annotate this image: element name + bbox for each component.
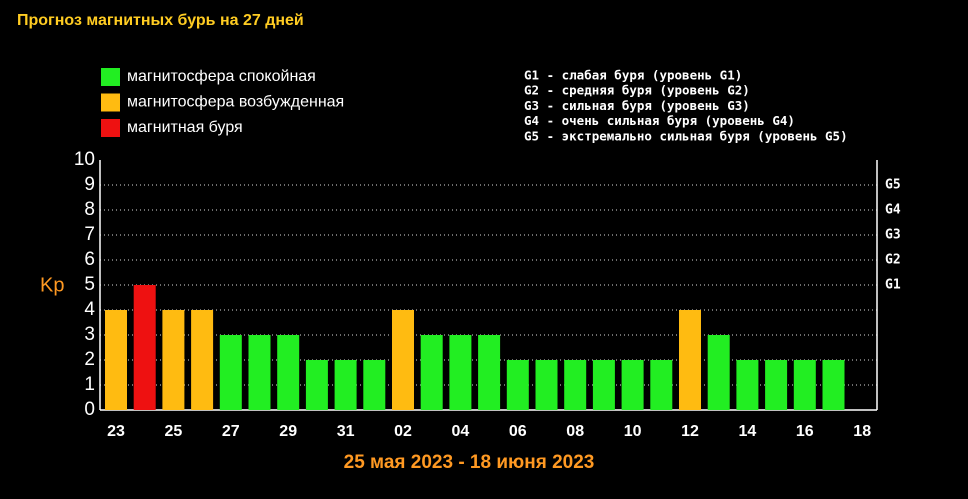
- x-tick-label: 02: [394, 423, 412, 440]
- y2-tick-label: G3: [885, 228, 901, 243]
- bar: [679, 310, 701, 410]
- y-tick-label: 7: [84, 224, 95, 245]
- bar: [449, 335, 472, 410]
- bar: [621, 360, 644, 410]
- bar: [707, 335, 730, 410]
- y2-tick-label: G4: [885, 203, 901, 218]
- bar: [305, 360, 328, 410]
- x-tick-label: 14: [739, 423, 757, 440]
- chart-title: Прогноз магнитных бурь на 27 дней: [17, 12, 304, 29]
- x-tick-label: 10: [624, 423, 642, 440]
- x-tick-label: 04: [452, 423, 470, 440]
- bar: [765, 360, 788, 410]
- bar: [420, 335, 443, 410]
- bar: [535, 360, 558, 410]
- x-tick-label: 27: [222, 423, 240, 440]
- y-axis-label: Kp: [40, 274, 64, 296]
- bar: [363, 360, 386, 410]
- g-legend-label: G2 - средняя буря (уровень G2): [524, 83, 750, 98]
- x-tick-label: 25: [165, 423, 183, 440]
- bar: [793, 360, 816, 410]
- x-tick-label: 06: [509, 423, 527, 440]
- legend-label: магнитная буря: [127, 119, 243, 136]
- y-tick-label: 3: [84, 324, 95, 345]
- y2-tick-label: G5: [885, 178, 901, 193]
- x-tick-label: 23: [107, 423, 125, 440]
- y-tick-label: 4: [84, 299, 95, 320]
- bar: [248, 335, 271, 410]
- legend-label: магнитосфера возбужденная: [127, 94, 344, 111]
- legend-swatch: [101, 68, 120, 86]
- bar: [277, 335, 300, 410]
- y-tick-label: 9: [84, 174, 95, 195]
- bar: [105, 310, 127, 410]
- x-tick-label: 31: [337, 423, 355, 440]
- y-tick-label: 2: [84, 349, 95, 370]
- x-axis-label: 25 мая 2023 - 18 июня 2023: [344, 452, 595, 473]
- bar: [334, 360, 357, 410]
- bar: [133, 285, 156, 410]
- x-tick-label: 29: [279, 423, 297, 440]
- y-tick-label: 6: [84, 249, 95, 270]
- bar: [564, 360, 587, 410]
- bar: [392, 310, 414, 410]
- x-tick-label: 08: [566, 423, 584, 440]
- bar: [506, 360, 529, 410]
- y-tick-label: 0: [84, 399, 95, 420]
- bar: [822, 360, 845, 410]
- legend-swatch: [101, 93, 120, 112]
- x-tick-label: 12: [681, 423, 699, 440]
- g-legend-label: G3 - сильная буря (уровень G3): [524, 98, 750, 113]
- legend-label: магнитосфера спокойная: [127, 68, 316, 85]
- g-legend-label: G1 - слабая буря (уровень G1): [524, 68, 742, 83]
- g-legend-label: G4 - очень сильная буря (уровень G4): [524, 113, 795, 128]
- y-tick-label: 1: [84, 374, 95, 395]
- bar: [736, 360, 759, 410]
- bar: [191, 310, 214, 410]
- bar: [592, 360, 615, 410]
- x-tick-label: 18: [853, 423, 871, 440]
- y2-tick-label: G2: [885, 253, 901, 268]
- bar: [478, 335, 501, 410]
- y-tick-label: 8: [84, 199, 95, 220]
- bar: [162, 310, 185, 410]
- legend-swatch: [101, 119, 120, 137]
- x-tick-label: 16: [796, 423, 814, 440]
- bar: [650, 360, 673, 410]
- y2-tick-label: G1: [885, 278, 901, 293]
- g-legend-label: G5 - экстремально сильная буря (уровень …: [524, 128, 848, 143]
- y-tick-label: 10: [74, 149, 95, 170]
- y-tick-label: 5: [84, 274, 95, 295]
- bar: [219, 335, 242, 410]
